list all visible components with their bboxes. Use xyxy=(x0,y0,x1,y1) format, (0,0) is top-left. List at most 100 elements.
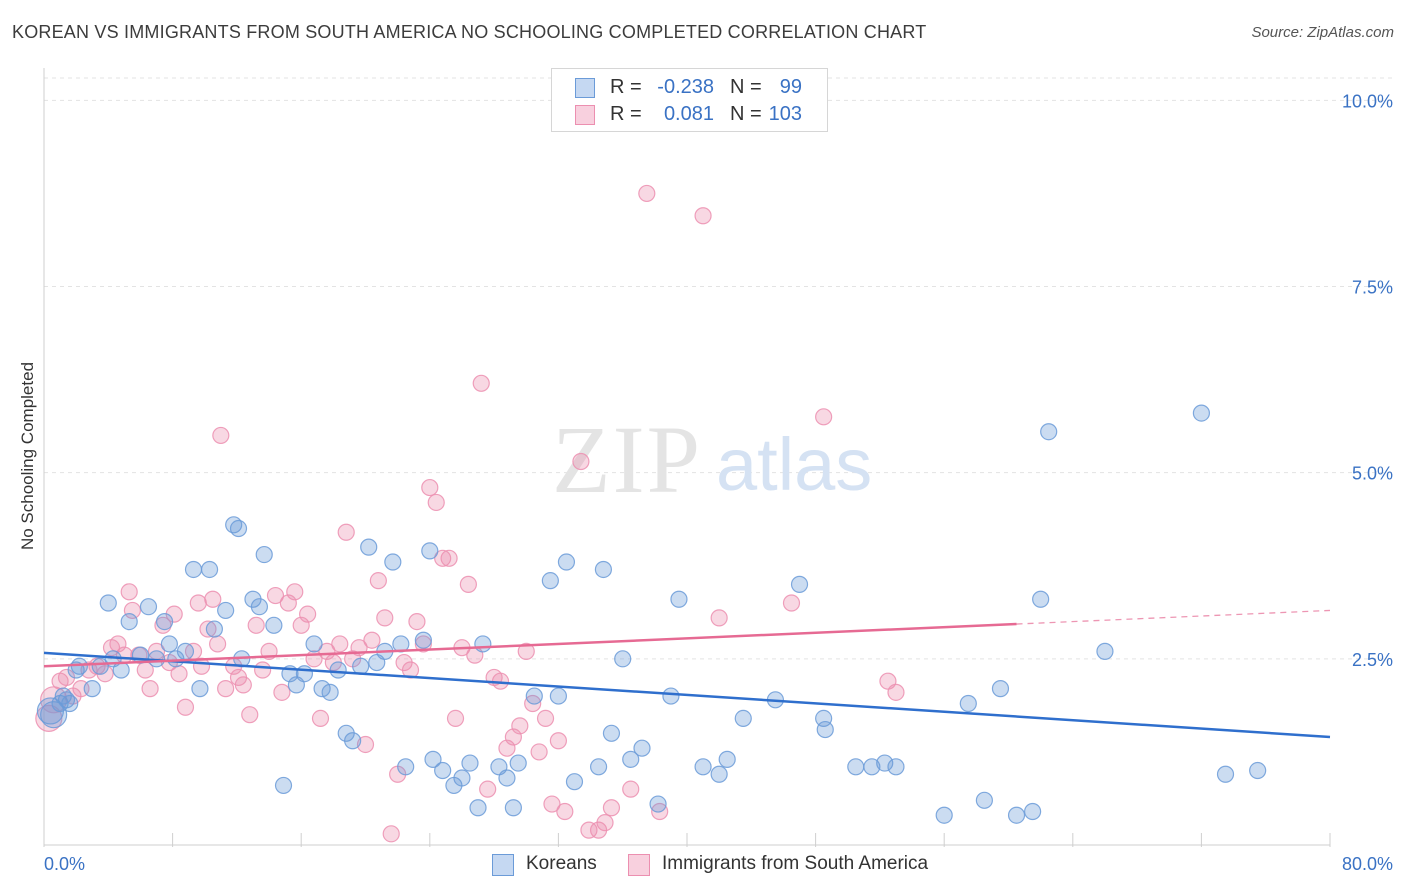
chart-title: KOREAN VS IMMIGRANTS FROM SOUTH AMERICA … xyxy=(12,22,927,42)
data-point xyxy=(408,613,426,631)
legend-swatch-immigrants xyxy=(628,854,650,876)
data-point xyxy=(414,635,432,653)
data-point xyxy=(217,601,235,620)
watermark-zip: ZIP xyxy=(552,406,702,513)
data-point xyxy=(331,635,349,653)
data-point xyxy=(863,758,881,776)
data-point xyxy=(184,560,203,579)
data-point xyxy=(313,680,331,698)
data-point xyxy=(446,709,465,728)
y-tick-label: 2.5% xyxy=(1352,650,1393,670)
data-point xyxy=(440,549,458,567)
data-point xyxy=(234,676,252,694)
data-point xyxy=(120,613,138,631)
data-point xyxy=(472,374,490,392)
data-point xyxy=(694,758,712,776)
data-point xyxy=(530,743,548,761)
data-point xyxy=(91,657,109,675)
legend-swatch-koreans xyxy=(492,854,514,876)
data-point xyxy=(509,754,527,772)
data-point xyxy=(662,687,680,705)
legend-row-koreans: R = -0.238 N = 99 xyxy=(552,75,827,101)
data-point xyxy=(176,642,195,660)
data-point xyxy=(975,791,993,809)
data-point xyxy=(434,761,452,780)
data-point xyxy=(70,657,88,675)
data-point xyxy=(543,795,561,813)
data-point xyxy=(602,799,621,817)
data-point xyxy=(295,665,314,683)
data-point xyxy=(311,709,330,728)
data-point xyxy=(649,795,667,813)
x-tick-label: 80.0% xyxy=(1342,854,1393,874)
tick-labels: 2.5% 5.0% 7.5% 10.0% 0.0% 80.0% xyxy=(44,91,1393,874)
data-point xyxy=(360,538,378,556)
data-point xyxy=(61,694,79,713)
data-point xyxy=(1032,590,1050,608)
data-point xyxy=(479,780,497,798)
data-point xyxy=(170,665,188,683)
data-point xyxy=(847,758,865,776)
data-point xyxy=(536,709,555,728)
data-point xyxy=(199,620,217,638)
legend-r-value: -0.238 xyxy=(657,76,714,98)
data-point xyxy=(589,758,608,776)
data-point xyxy=(255,545,273,564)
data-point xyxy=(622,750,640,768)
legend-swatch-koreans xyxy=(575,78,595,98)
data-point xyxy=(1192,404,1211,422)
data-point xyxy=(384,553,402,571)
data-point xyxy=(266,586,285,605)
data-point xyxy=(541,572,559,590)
data-point xyxy=(274,776,293,795)
data-point xyxy=(209,635,227,653)
data-point xyxy=(670,590,688,608)
y-axis-label-wrap: No Schooling Completed xyxy=(18,362,37,550)
legend-r-label: R = xyxy=(610,103,642,125)
data-point xyxy=(305,635,323,653)
data-point xyxy=(565,773,584,791)
trend-line-immigrants-extension xyxy=(1016,609,1331,625)
data-point xyxy=(427,493,445,512)
data-point xyxy=(614,650,632,668)
axes xyxy=(43,68,1331,847)
data-point xyxy=(694,207,712,225)
data-point xyxy=(876,754,894,772)
y-tick-label: 10.0% xyxy=(1342,91,1393,111)
data-point xyxy=(217,680,235,698)
legend-label-koreans: Koreans xyxy=(526,853,597,874)
data-point xyxy=(120,583,138,601)
data-point xyxy=(782,594,801,612)
data-point xyxy=(887,758,905,776)
data-point xyxy=(459,575,477,593)
data-point xyxy=(572,452,590,471)
legend-n-value: 99 xyxy=(779,76,802,98)
data-point xyxy=(718,750,736,768)
trend-line-immigrants xyxy=(43,622,1017,668)
data-point xyxy=(525,687,543,705)
data-point xyxy=(299,605,317,623)
data-point xyxy=(1040,423,1058,441)
data-point xyxy=(229,519,248,538)
data-point xyxy=(273,683,291,701)
legend-swatch-immigrants xyxy=(575,105,595,125)
data-point xyxy=(498,769,516,787)
data-point xyxy=(710,765,728,783)
y-tick-label: 7.5% xyxy=(1352,278,1393,298)
data-point xyxy=(141,680,159,698)
legend-r-label: R = xyxy=(610,76,642,98)
legend-label-immigrants: Immigrants from South America xyxy=(662,853,929,874)
data-point xyxy=(369,572,387,590)
legend-n-label: N = xyxy=(730,76,762,98)
data-point xyxy=(594,560,613,579)
data-point xyxy=(329,661,347,679)
data-point xyxy=(517,642,535,660)
data-point xyxy=(602,724,621,742)
data-point xyxy=(35,704,63,733)
data-point xyxy=(160,635,178,653)
data-point xyxy=(286,583,304,601)
data-point xyxy=(376,609,394,627)
data-point xyxy=(205,620,223,638)
data-point xyxy=(189,594,207,612)
